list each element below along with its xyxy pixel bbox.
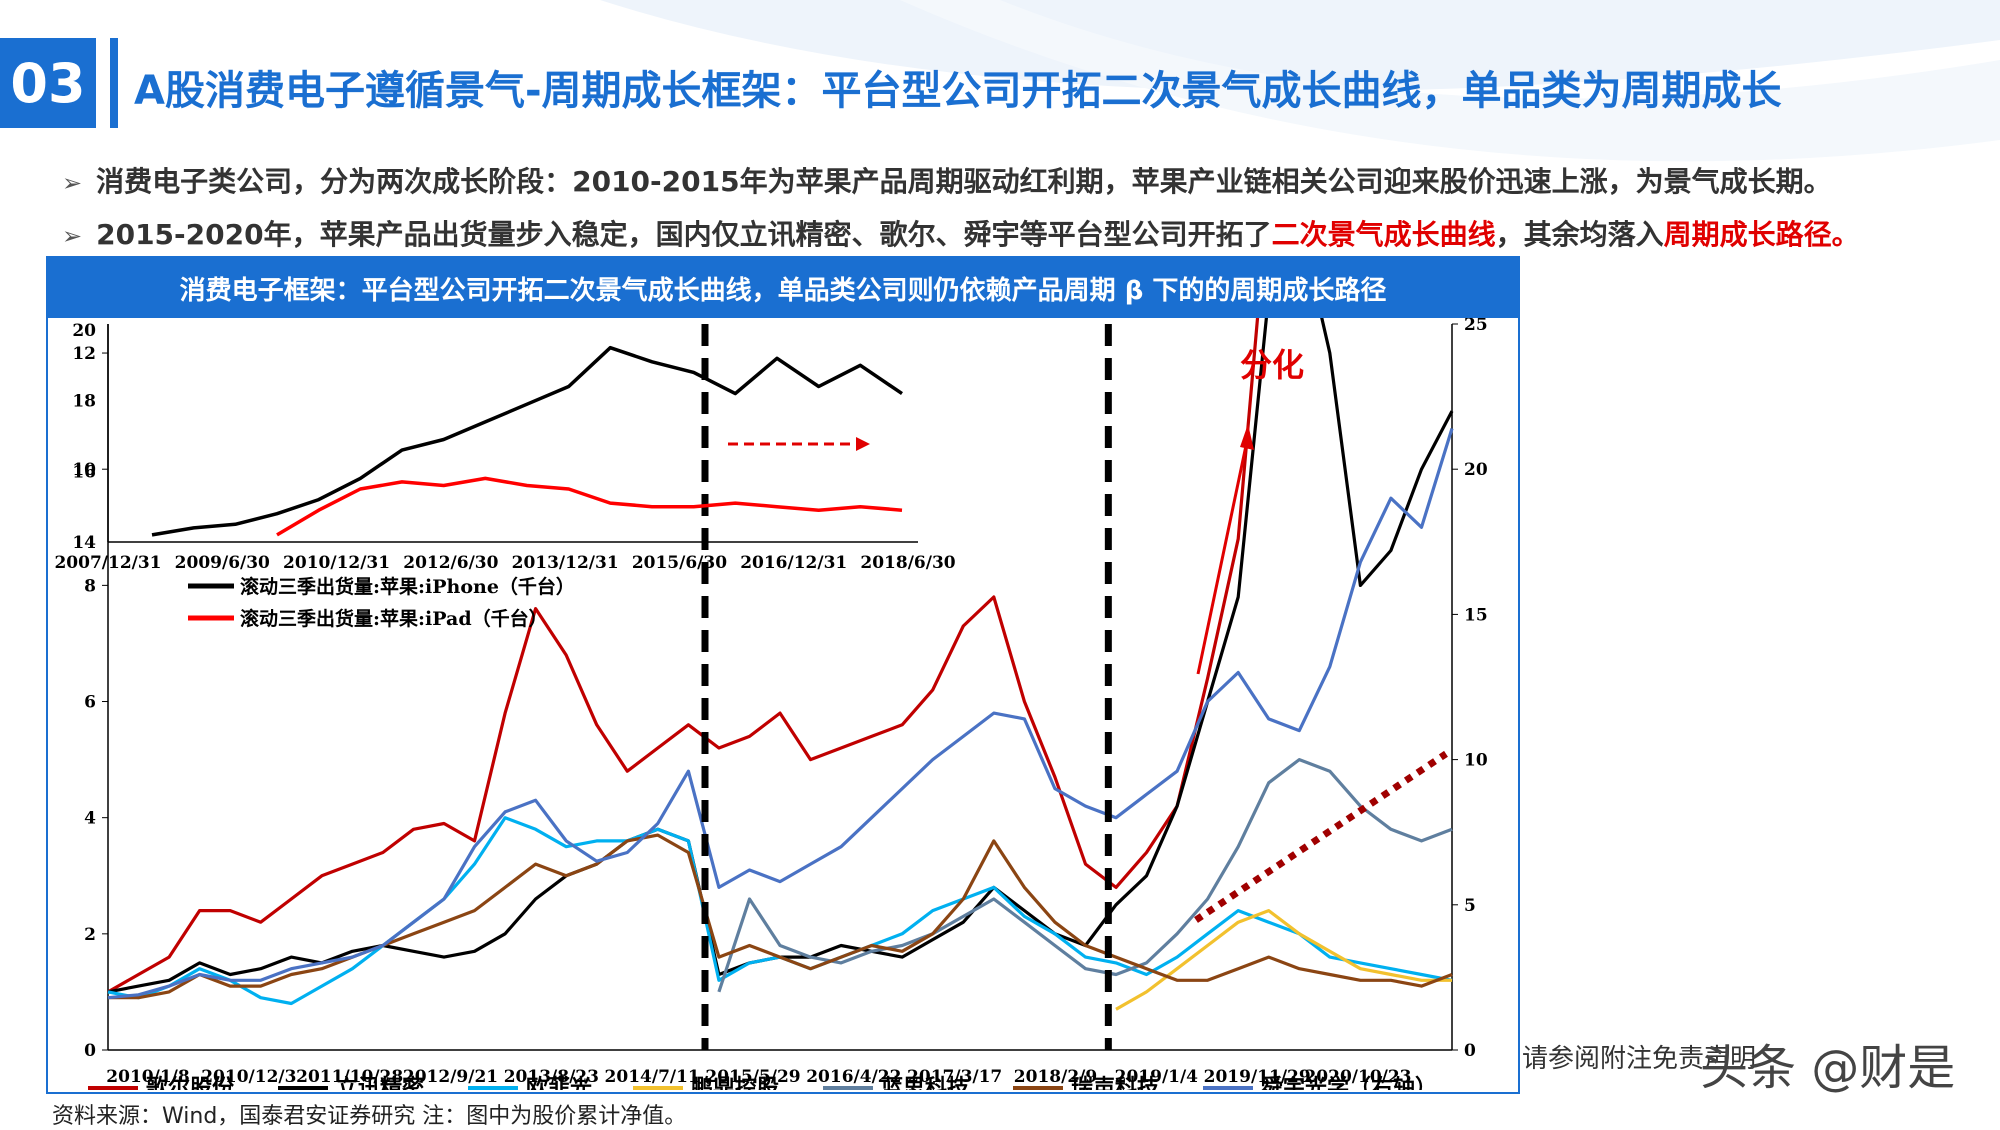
y-left-tick-label: 6 [84,693,96,713]
bullet-2-highlight-1: 二次景气成长曲线 [1271,218,1496,251]
x-tick-label: 2018/2/9 [1014,1067,1097,1087]
y-left-tick-label: 10 [72,460,96,480]
inset-series-line [151,345,903,537]
y-right-tick-label: 20 [1464,460,1488,480]
bullet-marker-icon: ➢ [62,169,83,197]
bullet-2-highlight-2: 周期成长路径。 [1663,218,1860,251]
chart-plot: 0 2 4 6 8 10 12 0 5 10 15 20 25 2010/1/8 2010/12/3 2011… [54,318,1488,1090]
inset-x-tick-label: 2012/6/30 [403,553,498,573]
series-line [107,816,1453,1006]
source-note: 资料来源：Wind，国泰君安证券研究 注：图中为股价累计净值。 [52,1104,687,1129]
legend-label: 歌尔股份 [146,1075,235,1090]
page-title: A股消费电子遵循景气-周期成长框架：平台型公司开拓二次景气成长曲线，单品类为周期… [134,68,1782,114]
legend-label: 立讯精密 [336,1075,424,1090]
x-tick-label: 2010/1/8 [106,1067,189,1087]
bullet-2-text: 2015-2020年，苹果产品出货量步入稳定，国内仅立讯精密、歌尔、舜宇等平台型… [96,218,1272,251]
y-right-tick-label: 5 [1464,896,1476,916]
legend-label: 舜宇光学（右轴） [1261,1075,1437,1090]
x-tick-label: 2010/12/3 [201,1067,296,1087]
inset-x-tick-label: 2016/12/31 [740,553,847,573]
inset-y-tick-label: 16 [72,462,96,482]
inset-y-tick-label: 18 [72,392,96,412]
legend-label: 蓝思科技 [881,1075,970,1090]
bullet-1-text: 消费电子类公司，分为两次成长阶段：2010-2015年为苹果产品周期驱动红利期，… [96,165,1832,198]
inset-y-tick-label: 14 [72,533,96,553]
annotation-label: 分化 [1240,346,1304,384]
x-tick-label: 2019/1/4 [1115,1067,1199,1087]
x-tick-label: 2012/9/21 [403,1067,498,1087]
x-tick-label: 2014/7/11 [605,1067,700,1087]
bullet-2: ➢ 2015-2020年，苹果产品出货量步入稳定，国内仅立讯精密、歌尔、舜宇等平台… [62,213,1860,253]
y-left-tick-label: 0 [84,1041,96,1061]
series-line [717,758,1453,993]
inset-legend-label: 滚动三季出货量:苹果:iPhone（千台） [240,575,575,598]
inset-y-tick-label: 20 [72,321,96,341]
inset-legend-label: 滚动三季出货量:苹果:iPad（千台） [240,607,548,630]
legend-label: 欧菲光 [526,1075,592,1090]
y-left-tick-label: 2 [84,925,96,945]
legend-label: 瑞声科技 [1071,1075,1160,1090]
y-right-tick-label: 15 [1464,605,1488,625]
divergence-arrow [1196,435,1250,675]
series-line [1115,909,1452,1011]
x-tick-label: 2017/3/17 [907,1067,1002,1087]
divergence-arrow-head [1240,424,1254,450]
inset-x-tick-label: 2007/12/31 [54,553,161,573]
watermark: 头条 @财是 [1700,1040,1956,1096]
inset-x-tick-label: 2009/6/30 [175,553,270,573]
chart-title: 消费电子框架：平台型公司开拓二次景气成长曲线，单品类公司则仍依赖产品周期 β 下… [48,258,1518,318]
x-tick-label: 2013/8/23 [504,1067,599,1087]
bullet-1: ➢ 消费电子类公司，分为两次成长阶段：2010-2015年为苹果产品周期驱动红利期… [62,160,1832,200]
x-tick-label: 2015/5/29 [705,1067,800,1087]
bullet-2-text-mid: ，其余均落入 [1495,218,1664,251]
series-line [108,833,1453,1000]
x-tick-label: 2020/10/23 [1304,1067,1411,1087]
inset-x-tick-label: 2015/6/30 [632,553,727,573]
y-right-tick-label: 0 [1464,1041,1476,1061]
inset-flat-arrow-head [856,437,870,451]
inset-x-tick-label: 2018/6/30 [860,553,955,573]
series-line [107,428,1454,1000]
inset-x-tick-label: 2010/12/31 [283,553,390,573]
disclaimer: 请参阅附注免责声明 [1522,1044,1757,1074]
legend-label: 鹏鼎控股 [691,1075,779,1090]
y-left-tick-label: 4 [84,809,96,829]
inset-x-tick-label: 2013/12/31 [512,553,619,573]
series-line [107,318,1260,994]
inset-series-line [276,476,903,537]
y-left-tick-label: 8 [84,576,96,596]
y-right-tick-label: 25 [1464,318,1488,335]
y-right-tick-label: 10 [1464,751,1488,771]
title-separator [110,38,118,128]
x-tick-label: 2019/11/29 [1204,1067,1311,1087]
x-tick-label: 2011/10/28 [296,1067,403,1087]
bullet-marker-icon: ➢ [62,222,83,250]
x-tick-label: 2016/4/22 [806,1067,901,1087]
y-left-tick-label: 12 [72,344,96,364]
section-number-badge: 03 [0,38,96,128]
chart-frame: 消费电子框架：平台型公司开拓二次景气成长曲线，单品类公司则仍依赖产品周期 β 下… [46,256,1520,1094]
series-line [107,318,1454,994]
